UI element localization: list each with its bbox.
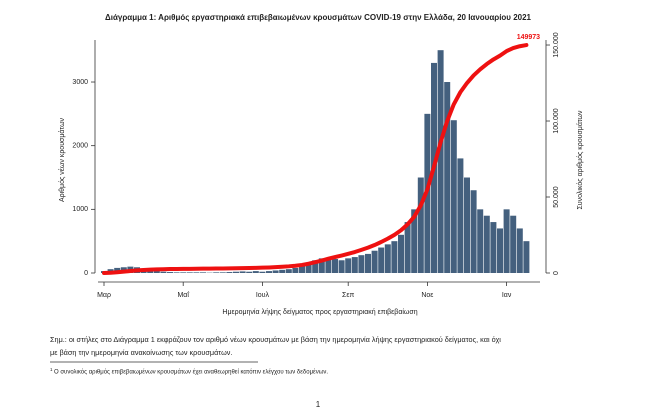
bar	[371, 250, 378, 273]
bar	[523, 241, 530, 273]
bar	[510, 215, 517, 273]
y2-tick-label: 150.000	[553, 32, 560, 57]
x-tick-label: Ιαν	[502, 292, 512, 299]
y-tick-label: 1000	[72, 206, 88, 213]
x-axis-label: Ημερομηνία λήψης δείγματος προς εργαστηρ…	[222, 308, 417, 316]
bar	[325, 257, 332, 273]
bar	[391, 241, 398, 273]
note: με βάση την ημερομηνία ανακοίνωσης των κ…	[50, 348, 232, 357]
bar	[193, 272, 200, 273]
bar	[365, 253, 371, 273]
bar	[186, 272, 193, 273]
bar	[226, 272, 233, 273]
bar	[173, 272, 180, 273]
bar	[411, 209, 418, 273]
bar	[233, 271, 239, 273]
y-tick-label: 0	[84, 270, 88, 277]
note: Σημ.: οι στήλες στο Διάγραμμα 1 εκφράζου…	[50, 335, 501, 344]
bar	[305, 263, 312, 273]
bar	[266, 271, 272, 273]
bar	[180, 272, 187, 273]
bar	[378, 247, 385, 273]
bar	[477, 209, 484, 273]
bar	[292, 267, 299, 273]
y-tick-label: 2000	[72, 143, 88, 150]
bar	[384, 244, 391, 273]
data-label: 149973	[517, 34, 540, 41]
y2-tick-label: 50.000	[553, 186, 560, 208]
bar	[497, 228, 503, 273]
bar	[200, 272, 206, 273]
page-number: 1	[316, 400, 321, 409]
bar	[464, 177, 470, 273]
y2-tick-label: 0	[553, 271, 560, 275]
bar	[457, 158, 464, 273]
x-tick-label: Μαρ	[97, 292, 111, 299]
bar	[483, 215, 490, 273]
bar	[285, 269, 292, 273]
bar	[279, 269, 286, 273]
x-tick-label: Νοε	[421, 292, 433, 299]
bar	[398, 234, 404, 273]
chart-title: Διάγραμμα 1: Αριθμός εργαστηριακά επιβεβ…	[105, 13, 532, 22]
bar	[259, 271, 266, 273]
bar	[503, 209, 510, 273]
line	[102, 43, 529, 275]
bar	[490, 222, 497, 273]
x-tick-label: Σεπ	[342, 292, 354, 299]
bar	[516, 228, 523, 273]
bar	[470, 190, 477, 273]
footnote: Ο συνολικός αριθμός επιβεβαιωμένων κρουσ…	[54, 369, 328, 376]
y-axis-label: Αριθμός νέων κρουσμάτων	[58, 117, 66, 202]
bar	[160, 271, 167, 273]
bar	[239, 271, 246, 273]
bar	[318, 258, 325, 273]
bar	[444, 82, 451, 274]
y2-tick-label: 100.000	[553, 108, 560, 133]
bar	[312, 260, 319, 273]
x-tick-label: Ιουλ	[256, 292, 270, 299]
bar	[147, 270, 154, 273]
y2-axis-label: Συνολικός αριθμός κρουσμάτων	[576, 110, 584, 210]
bar	[219, 272, 226, 273]
bar	[246, 271, 253, 273]
bar	[351, 257, 358, 273]
bar	[450, 120, 457, 274]
bar	[332, 258, 338, 273]
bar	[299, 265, 305, 273]
bar	[213, 272, 220, 273]
bar	[404, 222, 411, 273]
bar	[358, 255, 365, 273]
y-tick-label: 3000	[72, 79, 88, 86]
bar	[167, 272, 173, 273]
bar	[272, 270, 279, 273]
footnote-mark: 1	[50, 367, 53, 372]
bar	[437, 50, 444, 273]
bar	[345, 258, 352, 273]
bar	[338, 260, 345, 273]
x-tick-label: Μαΐ	[177, 291, 189, 299]
bar	[417, 177, 424, 273]
bar	[153, 271, 160, 273]
bar	[252, 271, 259, 273]
